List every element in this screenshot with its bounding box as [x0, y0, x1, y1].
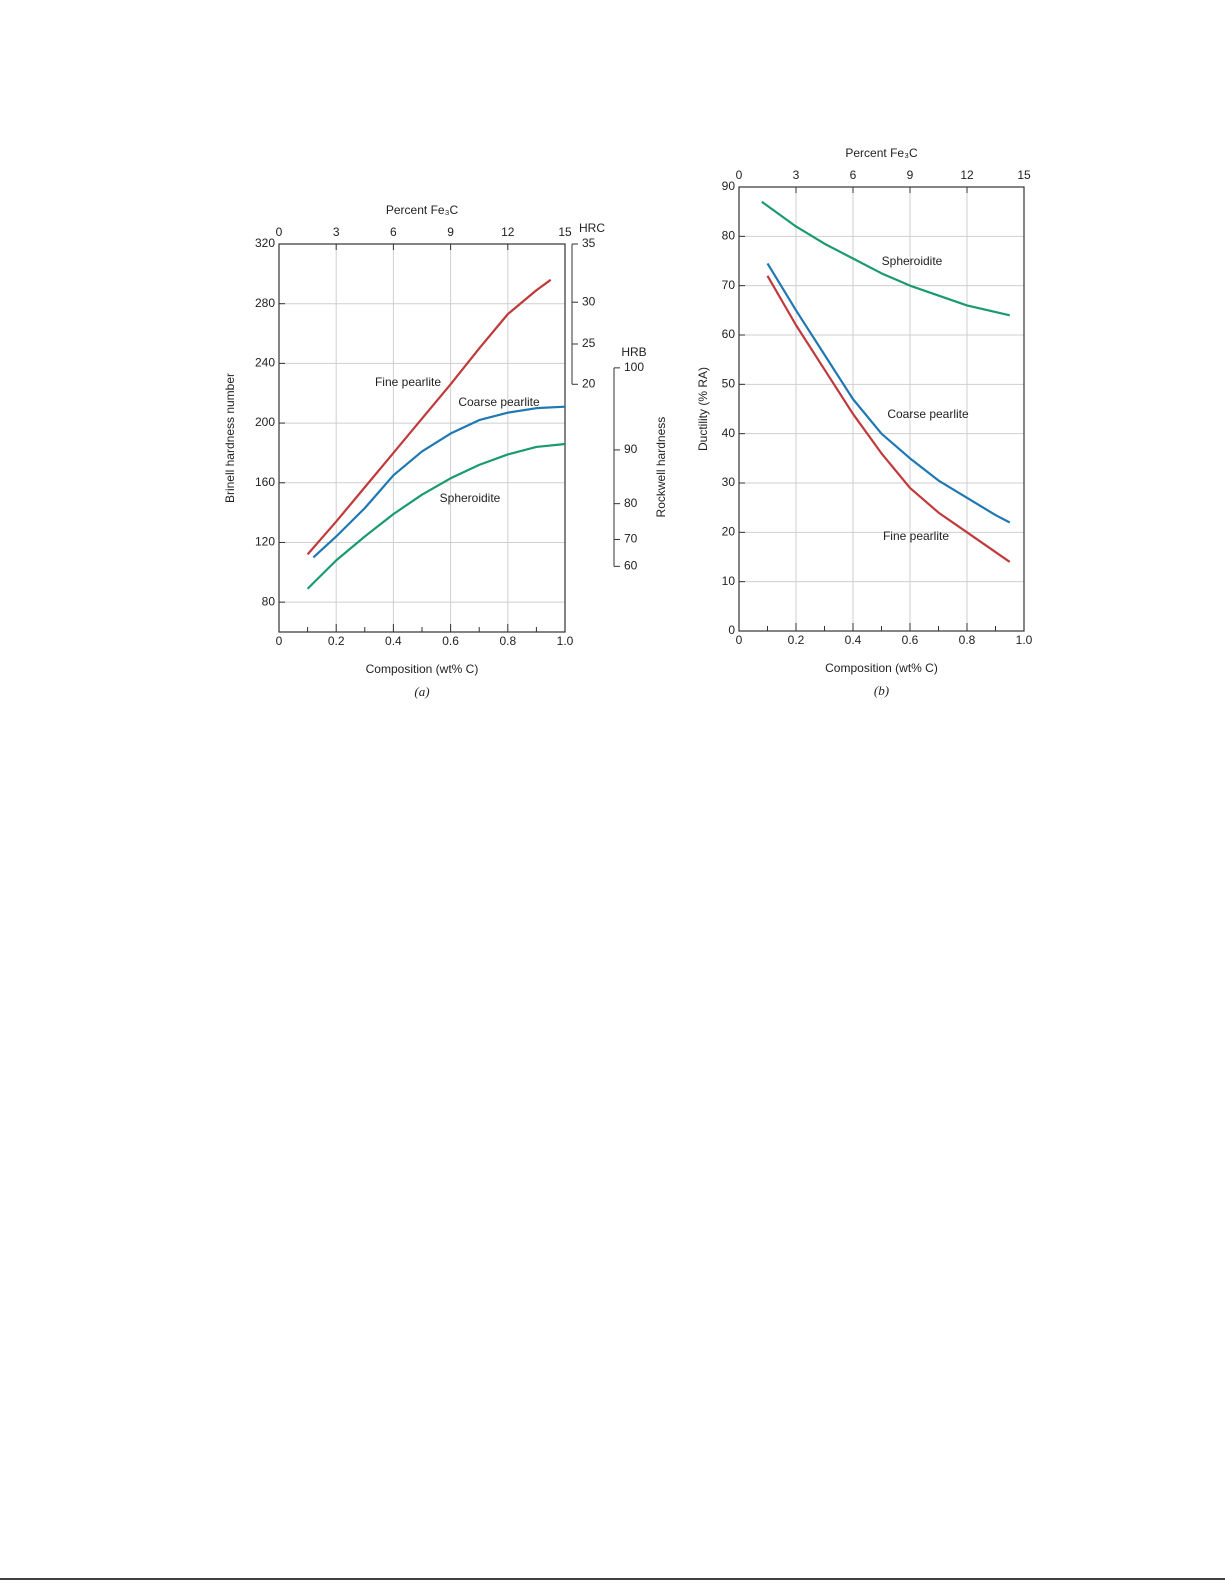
- scale-tick-label: 80: [624, 496, 638, 510]
- series-line: [306, 442, 566, 590]
- x2-tick-label: 15: [1017, 168, 1031, 182]
- y-tick-label: 160: [255, 475, 275, 489]
- y-tick-label: 90: [722, 179, 736, 193]
- x2-tick-label: 3: [793, 168, 800, 182]
- y-tick-label: 320: [255, 236, 275, 250]
- plot-frame: [738, 186, 1025, 632]
- x2-tick-label: 3: [333, 225, 340, 239]
- y-tick-label: 200: [255, 415, 275, 429]
- series-line: [766, 275, 1011, 563]
- series-label: Fine pearlite: [883, 529, 949, 543]
- x2-tick-label: 0: [276, 225, 283, 239]
- x-tick-label: 0: [276, 634, 283, 648]
- series-line: [306, 278, 552, 556]
- scale-title: HRB: [621, 345, 646, 359]
- x2-tick-label: 9: [447, 225, 454, 239]
- caption: (a): [414, 684, 429, 699]
- x-tick-label: 0: [736, 633, 743, 647]
- x2-axis-title: Percent Fe₃C: [386, 203, 459, 217]
- series-label: Coarse pearlite: [887, 407, 969, 421]
- y-tick-label: 30: [722, 475, 736, 489]
- x-tick-label: 0.2: [788, 633, 805, 647]
- scale-tick-label: 20: [582, 376, 596, 390]
- scale-axis-title: Rockwell hardness: [654, 417, 668, 518]
- scale-tick-label: 90: [624, 442, 638, 456]
- y-tick-label: 60: [722, 327, 736, 341]
- x2-tick-label: 12: [501, 225, 515, 239]
- scale-title: HRC: [579, 221, 605, 235]
- x-tick-label: 0.8: [499, 634, 516, 648]
- series-line: [766, 262, 1011, 524]
- series-label: Spheroidite: [440, 491, 501, 505]
- x2-axis-title: Percent Fe₃C: [845, 146, 918, 160]
- y-tick-label: 10: [722, 574, 736, 588]
- series-label: Fine pearlite: [375, 375, 441, 389]
- scale-tick-label: 100: [624, 360, 644, 374]
- x-tick-label: 1.0: [557, 634, 574, 648]
- y-tick-label: 50: [722, 377, 736, 391]
- scale-tick-label: 70: [624, 532, 638, 546]
- y-tick-label: 80: [722, 229, 736, 243]
- y-axis-title: Brinell hardness number: [223, 373, 237, 503]
- x2-tick-label: 6: [850, 168, 857, 182]
- y-tick-label: 70: [722, 278, 736, 292]
- y-tick-label: 20: [722, 525, 736, 539]
- y-tick-label: 40: [722, 426, 736, 440]
- y-tick-label: 0: [728, 623, 735, 637]
- series-line: [761, 200, 1010, 317]
- caption: (b): [874, 683, 889, 698]
- x-axis-title: Composition (wt% C): [366, 662, 479, 676]
- x-tick-label: 0.8: [959, 633, 976, 647]
- x2-tick-label: 6: [390, 225, 397, 239]
- x2-tick-label: 12: [960, 168, 974, 182]
- plot-frame: [278, 243, 566, 633]
- series-line: [312, 405, 566, 559]
- x2-tick-label: 15: [558, 225, 572, 239]
- scale-tick-label: 25: [582, 336, 596, 350]
- x2-tick-label: 0: [736, 168, 743, 182]
- y-axis-title: Ductility (% RA): [696, 367, 710, 451]
- scale-tick-label: 60: [624, 559, 638, 573]
- y-tick-label: 120: [255, 535, 275, 549]
- x-tick-label: 0.2: [328, 634, 345, 648]
- x-tick-label: 0.6: [442, 634, 459, 648]
- series-label: Coarse pearlite: [458, 395, 540, 409]
- x-axis-title: Composition (wt% C): [825, 661, 938, 675]
- x-tick-label: 0.4: [845, 633, 862, 647]
- x2-tick-label: 9: [907, 168, 914, 182]
- x-tick-label: 0.4: [385, 634, 402, 648]
- y-tick-label: 80: [262, 594, 276, 608]
- series-label: Spheroidite: [882, 254, 943, 268]
- scale-tick-label: 35: [582, 236, 596, 250]
- x-tick-label: 1.0: [1016, 633, 1033, 647]
- y-tick-label: 240: [255, 356, 275, 370]
- y-tick-label: 280: [255, 296, 275, 310]
- scale-tick-label: 30: [582, 294, 596, 308]
- x-tick-label: 0.6: [902, 633, 919, 647]
